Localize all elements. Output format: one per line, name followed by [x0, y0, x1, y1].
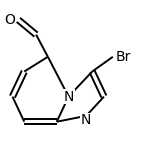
Text: N: N — [81, 113, 92, 127]
Text: O: O — [5, 13, 15, 27]
Text: Br: Br — [116, 50, 131, 64]
Text: N: N — [64, 90, 75, 104]
